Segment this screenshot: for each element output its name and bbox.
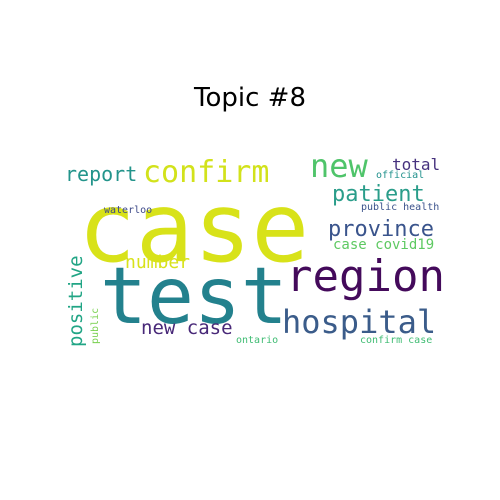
word-public-health: public health — [361, 202, 440, 213]
word-positive: positive — [65, 255, 87, 347]
word-new-case: new case — [141, 317, 233, 339]
word-new: new — [310, 147, 368, 185]
word-report: report — [65, 162, 138, 186]
word-waterloo: waterloo — [104, 205, 153, 216]
word-case: case — [78, 172, 310, 284]
word-public: public — [90, 307, 101, 344]
word-cloud: case test region hospital confirm new re… — [55, 140, 455, 360]
word-test: test — [100, 252, 288, 342]
chart-title: Topic #8 — [194, 83, 306, 113]
word-total: total — [392, 155, 441, 174]
word-confirm: confirm — [143, 155, 270, 190]
word-ontario: ontario — [236, 335, 279, 346]
word-region: region — [286, 251, 445, 302]
word-confirm-case: confirm case — [360, 335, 433, 346]
word-number: number — [125, 252, 191, 273]
word-patient: patient — [332, 182, 425, 207]
word-province: province — [328, 217, 434, 242]
word-official: official — [376, 170, 425, 181]
word-hospital: hospital — [282, 303, 437, 341]
word-case-covid19: case covid19 — [333, 237, 435, 253]
